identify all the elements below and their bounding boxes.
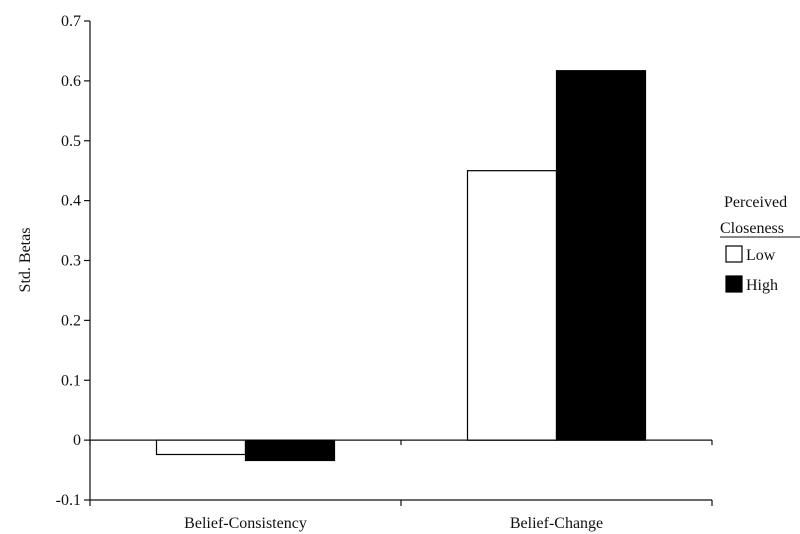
y-tick-label: 0.3 (61, 253, 81, 270)
legend-label-high: High (746, 277, 778, 294)
y-axis-title: Std. Betas (17, 228, 34, 293)
y-tick-label: -0.1 (56, 492, 81, 509)
y-tick-label: 0.2 (61, 312, 81, 329)
x-category-label: Belief-Consistency (184, 515, 307, 532)
y-tick-label: 0.7 (61, 13, 81, 30)
bars (155, 70, 647, 462)
legend-swatch-high (725, 275, 743, 293)
legend-label-low: Low (746, 247, 776, 264)
bar-low-belief-consistency (155, 439, 247, 456)
y-tick-label: 0.6 (61, 73, 81, 90)
y-tick-label: 0.4 (61, 193, 81, 210)
y-axis: -0.1 0 0.1 0.2 0.3 0.4 0.5 0.6 0.7 (56, 13, 91, 509)
legend-title-line1: Perceived (724, 194, 787, 211)
y-tick-label: 0.1 (61, 372, 81, 389)
x-category-label: Belief-Change (510, 515, 603, 532)
bar-high-belief-change (555, 70, 647, 441)
bar-low-belief-change (466, 170, 558, 441)
legend-title-line2: Closeness (720, 220, 784, 237)
y-tick-label: 0.5 (61, 133, 81, 150)
legend-swatch-low (725, 245, 743, 263)
legend: Perceived Closeness Low High (720, 194, 800, 294)
bar-high-belief-consistency (244, 439, 336, 462)
y-tick-label: 0 (73, 432, 81, 449)
